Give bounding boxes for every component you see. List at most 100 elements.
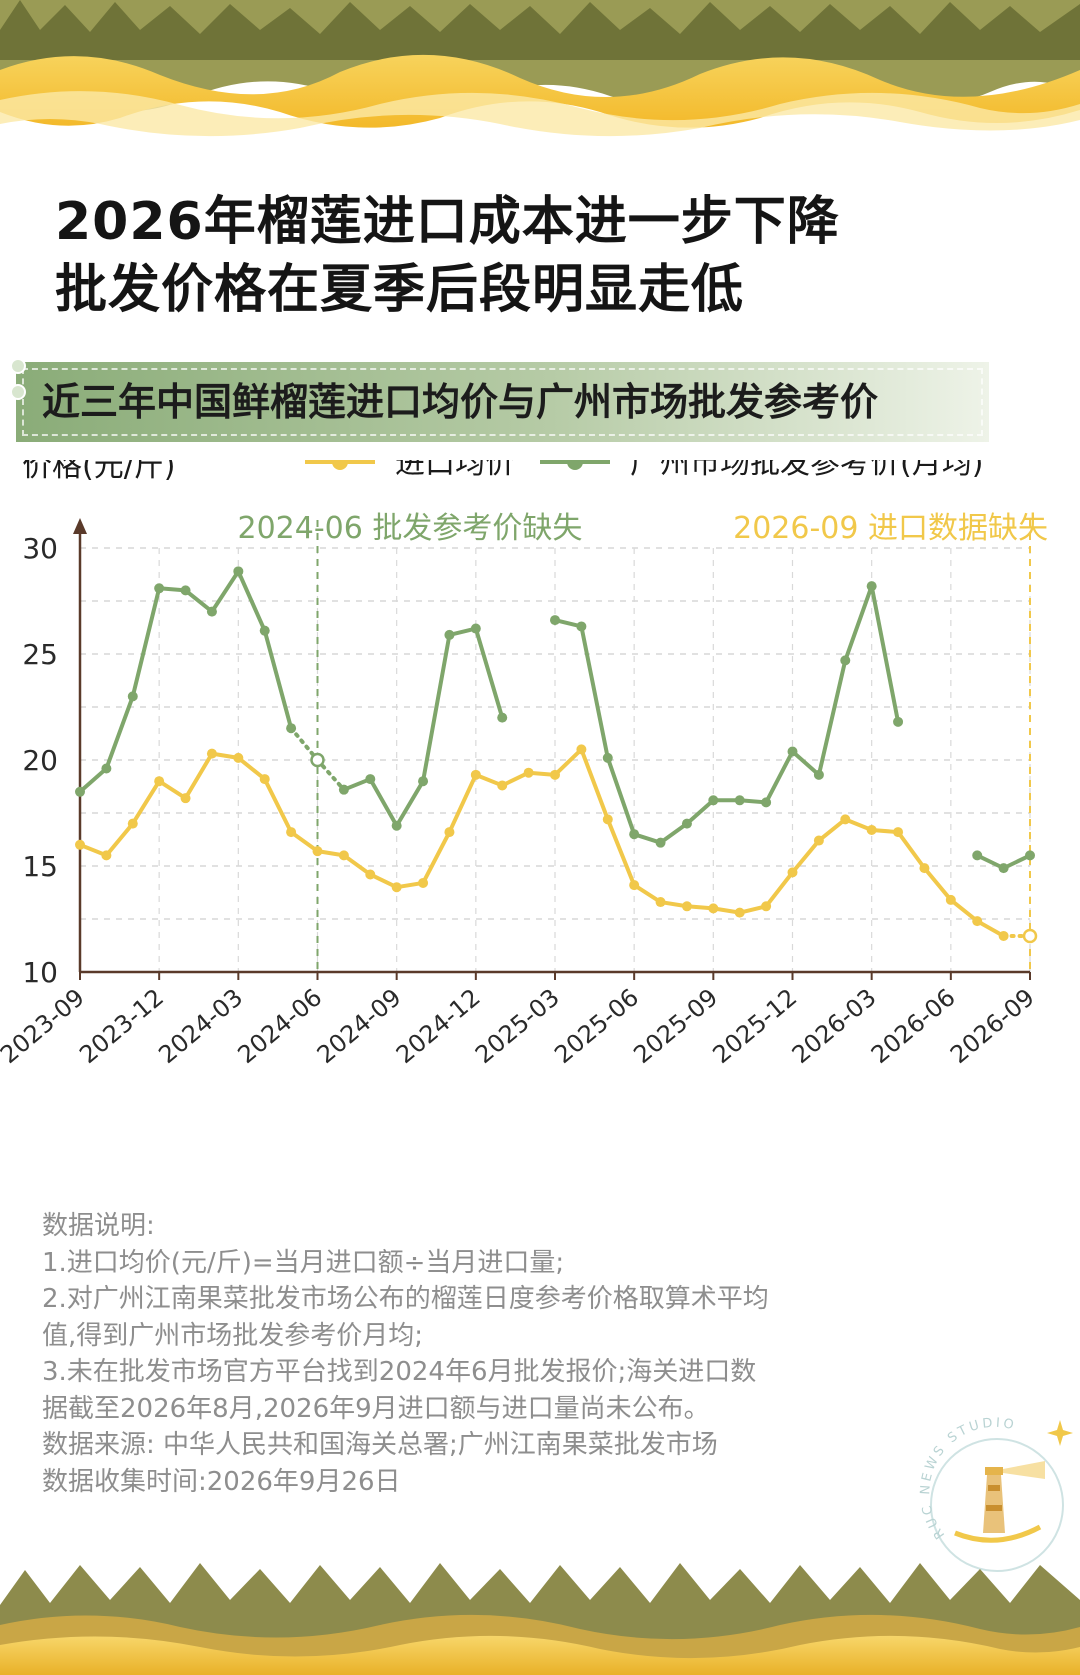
data-point: [708, 903, 719, 914]
data-point: [787, 867, 798, 878]
band-dot-icon: [10, 384, 26, 400]
note-line: 据截至2026年8月,2026年9月进口额与进口量尚未公布。: [42, 1393, 710, 1424]
data-point: [998, 863, 1009, 874]
data-point: [655, 837, 666, 848]
data-point: [259, 625, 270, 636]
y-tick-label: 25: [22, 638, 58, 671]
page-title: 2026年榴莲进口成本进一步下降 批发价格在夏季后段明显走低: [55, 188, 840, 324]
note-line: 3.未在批发市场官方平台找到2024年6月批发报价;海关进口数: [42, 1357, 757, 1387]
data-point: [945, 894, 956, 905]
data-point: [154, 776, 165, 787]
data-point: [576, 621, 587, 632]
data-point: [338, 784, 349, 795]
x-tick-label: 2025-06: [549, 983, 644, 1069]
data-point: [708, 795, 719, 806]
y-tick-label: 20: [22, 744, 58, 777]
x-tick-label: 2026-09: [945, 983, 1040, 1069]
series-line: [343, 626, 505, 828]
line-chart: 2024-06 批发参考价缺失 2026-09 进口数据缺失 10 15 20 25 30…: [0, 460, 1048, 1069]
x-tick-label: 2025-09: [628, 983, 723, 1069]
legend-swatch-dot: [567, 460, 583, 470]
title-line-1: 2026年榴莲进口成本进一步下降: [55, 192, 840, 252]
x-tick-label: 2026-06: [866, 983, 961, 1069]
data-point: [813, 769, 824, 780]
note-line: 数据来源: 中华人民共和国海关总署;广州江南果菜批发市场: [42, 1430, 718, 1460]
sparkle-icon: [1047, 1420, 1073, 1446]
data-point: [734, 907, 745, 918]
data-point: [734, 795, 745, 806]
axes: 1015202530价格(元/斤)2023-092023-122024-0320…: [0, 460, 1040, 1069]
data-point: [470, 769, 481, 780]
data-point: [233, 752, 244, 763]
data-point: [391, 820, 402, 831]
x-tick-label: 2023-12: [74, 983, 169, 1069]
estimated-point: [1022, 928, 1038, 944]
y-axis-title: 价格(元/斤): [22, 460, 176, 484]
legend-item-import-price: 进口均价: [305, 460, 515, 481]
series-wholesale-price: [75, 566, 1035, 874]
data-point: [629, 880, 640, 891]
durian-top-decoration: [0, 0, 1080, 137]
note-line: 数据说明:: [42, 1211, 155, 1241]
data-point: [75, 786, 85, 797]
data-point: [893, 716, 904, 727]
grid-lines: [80, 547, 1031, 972]
studio-logo: RUC NEWS STUDIO: [918, 1416, 1073, 1572]
data-point: [576, 744, 587, 755]
note-line: 数据收集时间:2026年9月26日: [42, 1466, 401, 1497]
legend-label: 广州市场批发参考价(月均): [630, 460, 983, 481]
data-point: [418, 776, 429, 787]
series-line: [79, 747, 1005, 938]
data-point: [523, 767, 534, 778]
data-point: [444, 629, 455, 640]
estimated-point: [310, 752, 325, 768]
x-tick-label: 2025-12: [708, 983, 803, 1069]
y-axis-arrow-icon: [73, 518, 87, 534]
data-point: [813, 835, 824, 846]
legend: 进口均价 广州市场批发参考价(月均): [305, 460, 983, 481]
data-point: [972, 850, 983, 861]
data-point: [444, 827, 455, 838]
x-tick-label: 2023-09: [0, 983, 90, 1069]
data-point: [180, 793, 191, 804]
data-point: [998, 930, 1009, 941]
data-point: [893, 827, 904, 838]
data-point: [761, 797, 772, 808]
data-point: [391, 882, 402, 893]
data-point: [655, 897, 666, 908]
x-tick-label: 2025-03: [470, 983, 565, 1069]
data-point: [550, 615, 560, 626]
chart-subtitle: 近三年中国鲜榴莲进口均价与广州市场批发参考价: [42, 380, 879, 424]
data-point: [866, 824, 877, 835]
data-point: [629, 829, 640, 840]
data-point: [233, 566, 244, 577]
data-point: [787, 746, 798, 757]
data-point: [286, 723, 297, 734]
data-point: [840, 655, 851, 666]
data-point: [602, 814, 613, 825]
x-tick-label: 2026-03: [787, 983, 882, 1069]
note-line: 1.进口均价(元/斤)=当月进口额÷当月进口量;: [42, 1247, 565, 1278]
series-lines: [75, 566, 1038, 944]
data-point: [550, 769, 560, 780]
data-point: [286, 827, 297, 838]
legend-label: 进口均价: [395, 460, 515, 481]
data-point: [602, 752, 613, 763]
x-tick-label: 2024-12: [391, 983, 486, 1069]
annotation-label: 2026-09 进口数据缺失: [733, 511, 1048, 546]
data-point: [972, 916, 983, 927]
data-point: [127, 818, 138, 829]
y-tick-label: 15: [22, 850, 58, 883]
series-import-price: [75, 744, 1038, 944]
data-point: [206, 606, 217, 617]
x-tick-label: 2024-06: [233, 983, 328, 1069]
data-point: [470, 623, 481, 634]
data-point: [101, 763, 112, 774]
annotations: 2024-06 批发参考价缺失 2026-09 进口数据缺失: [238, 511, 1048, 972]
data-point: [866, 581, 877, 592]
data-point: [497, 712, 508, 723]
data-point: [127, 691, 138, 702]
data-point: [75, 839, 85, 850]
series-line: [78, 569, 294, 794]
data-point: [681, 818, 692, 829]
